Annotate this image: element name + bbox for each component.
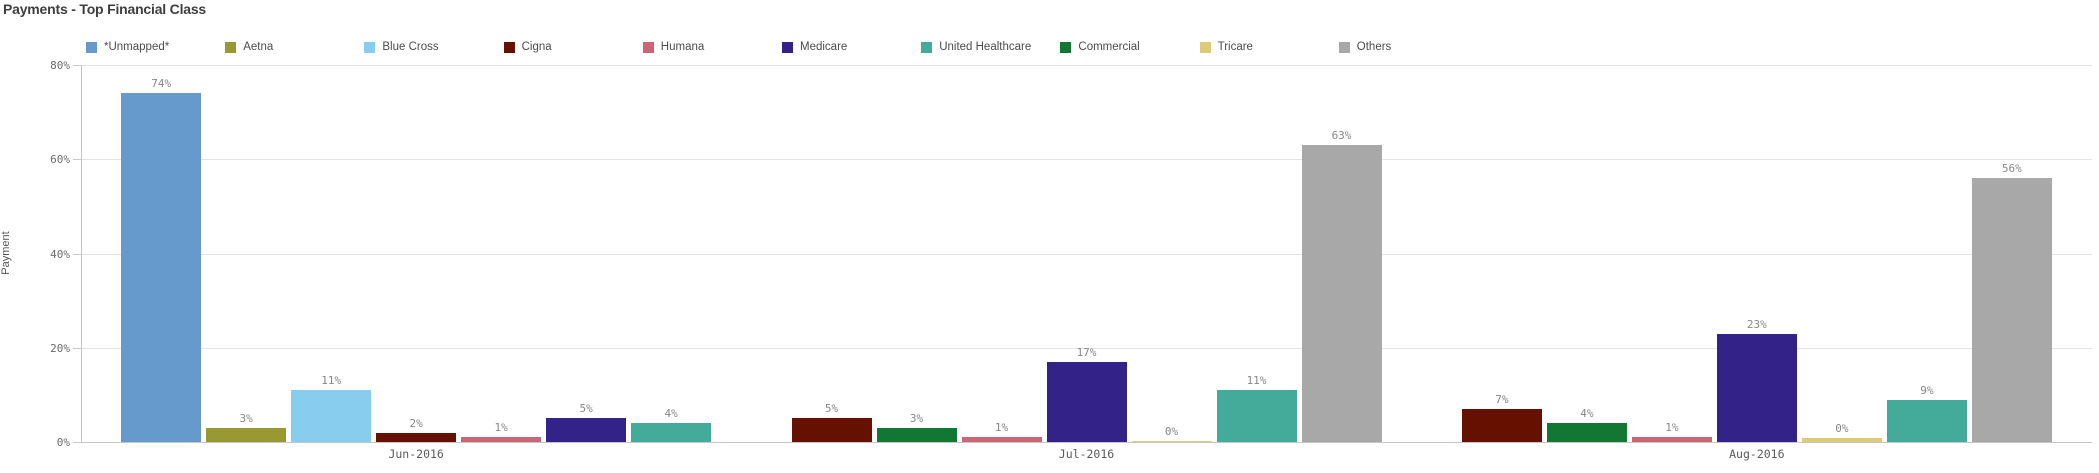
legend-item-commercial[interactable]: Commercial (1060, 39, 1140, 55)
legend-item-label: Medicare (800, 41, 848, 53)
bar-value-label: 9% (1920, 383, 1934, 397)
legend-swatch-medicare (782, 41, 793, 53)
y-tick-mark (73, 442, 81, 443)
bar-jul-2016-commercial[interactable] (876, 427, 957, 442)
legend-item-label: Others (1356, 41, 1392, 53)
gridline-40 (81, 253, 2092, 255)
bar-jul-2016-tricare[interactable] (1131, 440, 1212, 442)
y-axis-line (81, 65, 82, 442)
bar-value-label: 5% (824, 402, 839, 416)
bar-value-label: 1% (994, 421, 1009, 435)
legend-item-united-healthcare[interactable]: United Healthcare (921, 39, 1031, 55)
bar-jun-2016-united-healthcare[interactable] (631, 423, 712, 442)
bar-value-label: 1% (494, 421, 508, 435)
x-axis-label-jul-2016: Jul-2016 (1058, 447, 1115, 461)
legend-swatch-humana (642, 41, 654, 53)
gridline-0 (81, 442, 2092, 443)
bar-value-label: 3% (909, 411, 924, 425)
bar-value-label: 0% (1164, 424, 1179, 438)
legend-item-label: *Unmapped* (104, 41, 170, 53)
legend-swatch-cigna (503, 41, 515, 53)
legend-item-label: Tricare (1217, 41, 1253, 53)
bar-value-label: 4% (664, 407, 678, 421)
bar-jun-2016-medicare[interactable] (546, 418, 627, 442)
legend-item-medicare[interactable]: Medicare (782, 39, 847, 55)
bar-value-label: 74% (151, 77, 172, 91)
y-tick-label-40: 40% (50, 247, 70, 261)
y-tick-mark (73, 65, 81, 66)
legend-item-aetna[interactable]: Aetna (225, 39, 273, 55)
bar-value-label: 11% (321, 374, 342, 388)
bar-aug-2016-others[interactable] (1971, 178, 2052, 442)
bar-aug-2016-tricare[interactable] (1801, 438, 1882, 442)
y-axis-title: Payment (0, 231, 12, 275)
y-tick-label-80: 80% (50, 59, 70, 72)
legend-swatch-united-healthcare (921, 41, 933, 53)
bar-value-label: 63% (1331, 129, 1352, 143)
bar-value-label: 56% (2001, 162, 2022, 176)
legend-item-others[interactable]: Others (1338, 39, 1392, 55)
legend-swatch-others (1338, 41, 1350, 53)
y-tick-label-60: 60% (50, 153, 70, 167)
y-tick-mark (73, 347, 81, 349)
legend-item-blue-cross[interactable]: Blue Cross (364, 39, 439, 55)
legend-item-label: Aetna (243, 41, 274, 53)
bar-jun-2016-unmapped[interactable] (121, 93, 202, 442)
legend-swatch-aetna (225, 41, 237, 53)
legend-item-label: Humana (660, 41, 705, 53)
bar-value-label: 0% (1835, 422, 1849, 435)
legend-item-tricare[interactable]: Tricare (1199, 39, 1253, 55)
y-tick-mark (73, 159, 81, 161)
x-axis-label-aug-2016: Aug-2016 (1729, 447, 1785, 461)
gridline-60 (81, 159, 2092, 161)
bar-jun-2016-blue-cross[interactable] (291, 390, 372, 442)
legend-swatch-unmapped (86, 41, 97, 53)
legend-item-unmapped[interactable]: *Unmapped* (86, 39, 169, 55)
bar-aug-2016-medicare[interactable] (1716, 333, 1797, 442)
x-axis-label-jun-2016: Jun-2016 (388, 447, 444, 461)
bar-jul-2016-humana[interactable] (961, 437, 1042, 442)
legend-item-label: Cigna (521, 41, 552, 53)
bar-aug-2016-commercial[interactable] (1546, 423, 1627, 442)
legend-item-label: Blue Cross (382, 41, 439, 53)
bar-jul-2016-cigna[interactable] (791, 418, 872, 442)
legend-swatch-tricare (1199, 41, 1211, 53)
bar-value-label: 7% (1495, 393, 1509, 406)
bar-jun-2016-aetna[interactable] (206, 427, 287, 442)
bar-jul-2016-united-healthcare[interactable] (1216, 390, 1297, 442)
bar-jun-2016-cigna[interactable] (376, 432, 457, 442)
y-tick-label-20: 20% (50, 341, 70, 355)
bar-aug-2016-humana[interactable] (1631, 437, 1712, 442)
bar-value-label: 1% (1665, 421, 1679, 435)
bar-value-label: 11% (1246, 374, 1267, 388)
bar-jul-2016-medicare[interactable] (1046, 361, 1127, 442)
bar-aug-2016-cigna[interactable] (1461, 409, 1542, 442)
legend-item-label: United Healthcare (939, 41, 1032, 53)
bar-jun-2016-humana[interactable] (461, 437, 542, 442)
bar-value-label: 3% (239, 411, 253, 425)
chart-title: Payments - Top Financial Class (3, 1, 207, 17)
y-tick-mark (73, 253, 81, 255)
legend-swatch-commercial (1060, 41, 1072, 53)
legend-item-label: Commercial (1078, 41, 1140, 53)
bar-value-label: 5% (579, 402, 593, 416)
bar-aug-2016-united-healthcare[interactable] (1886, 399, 1967, 442)
y-tick-label-0: 0% (56, 436, 70, 449)
gridline-20 (81, 347, 2092, 349)
gridline-80 (81, 65, 2092, 66)
legend-item-humana[interactable]: Humana (642, 39, 705, 55)
bar-jul-2016-others[interactable] (1301, 145, 1382, 442)
legend: *Unmapped* Aetna Blue Cross Cigna Humana Medi… (0, 39, 2099, 55)
legend-item-cigna[interactable]: Cigna (503, 39, 552, 55)
bar-value-label: 4% (1580, 407, 1594, 421)
bar-value-label: 2% (409, 416, 423, 430)
bar-value-label: 23% (1746, 317, 1767, 331)
bar-value-label: 17% (1076, 345, 1097, 359)
legend-swatch-blue-cross (364, 41, 376, 53)
